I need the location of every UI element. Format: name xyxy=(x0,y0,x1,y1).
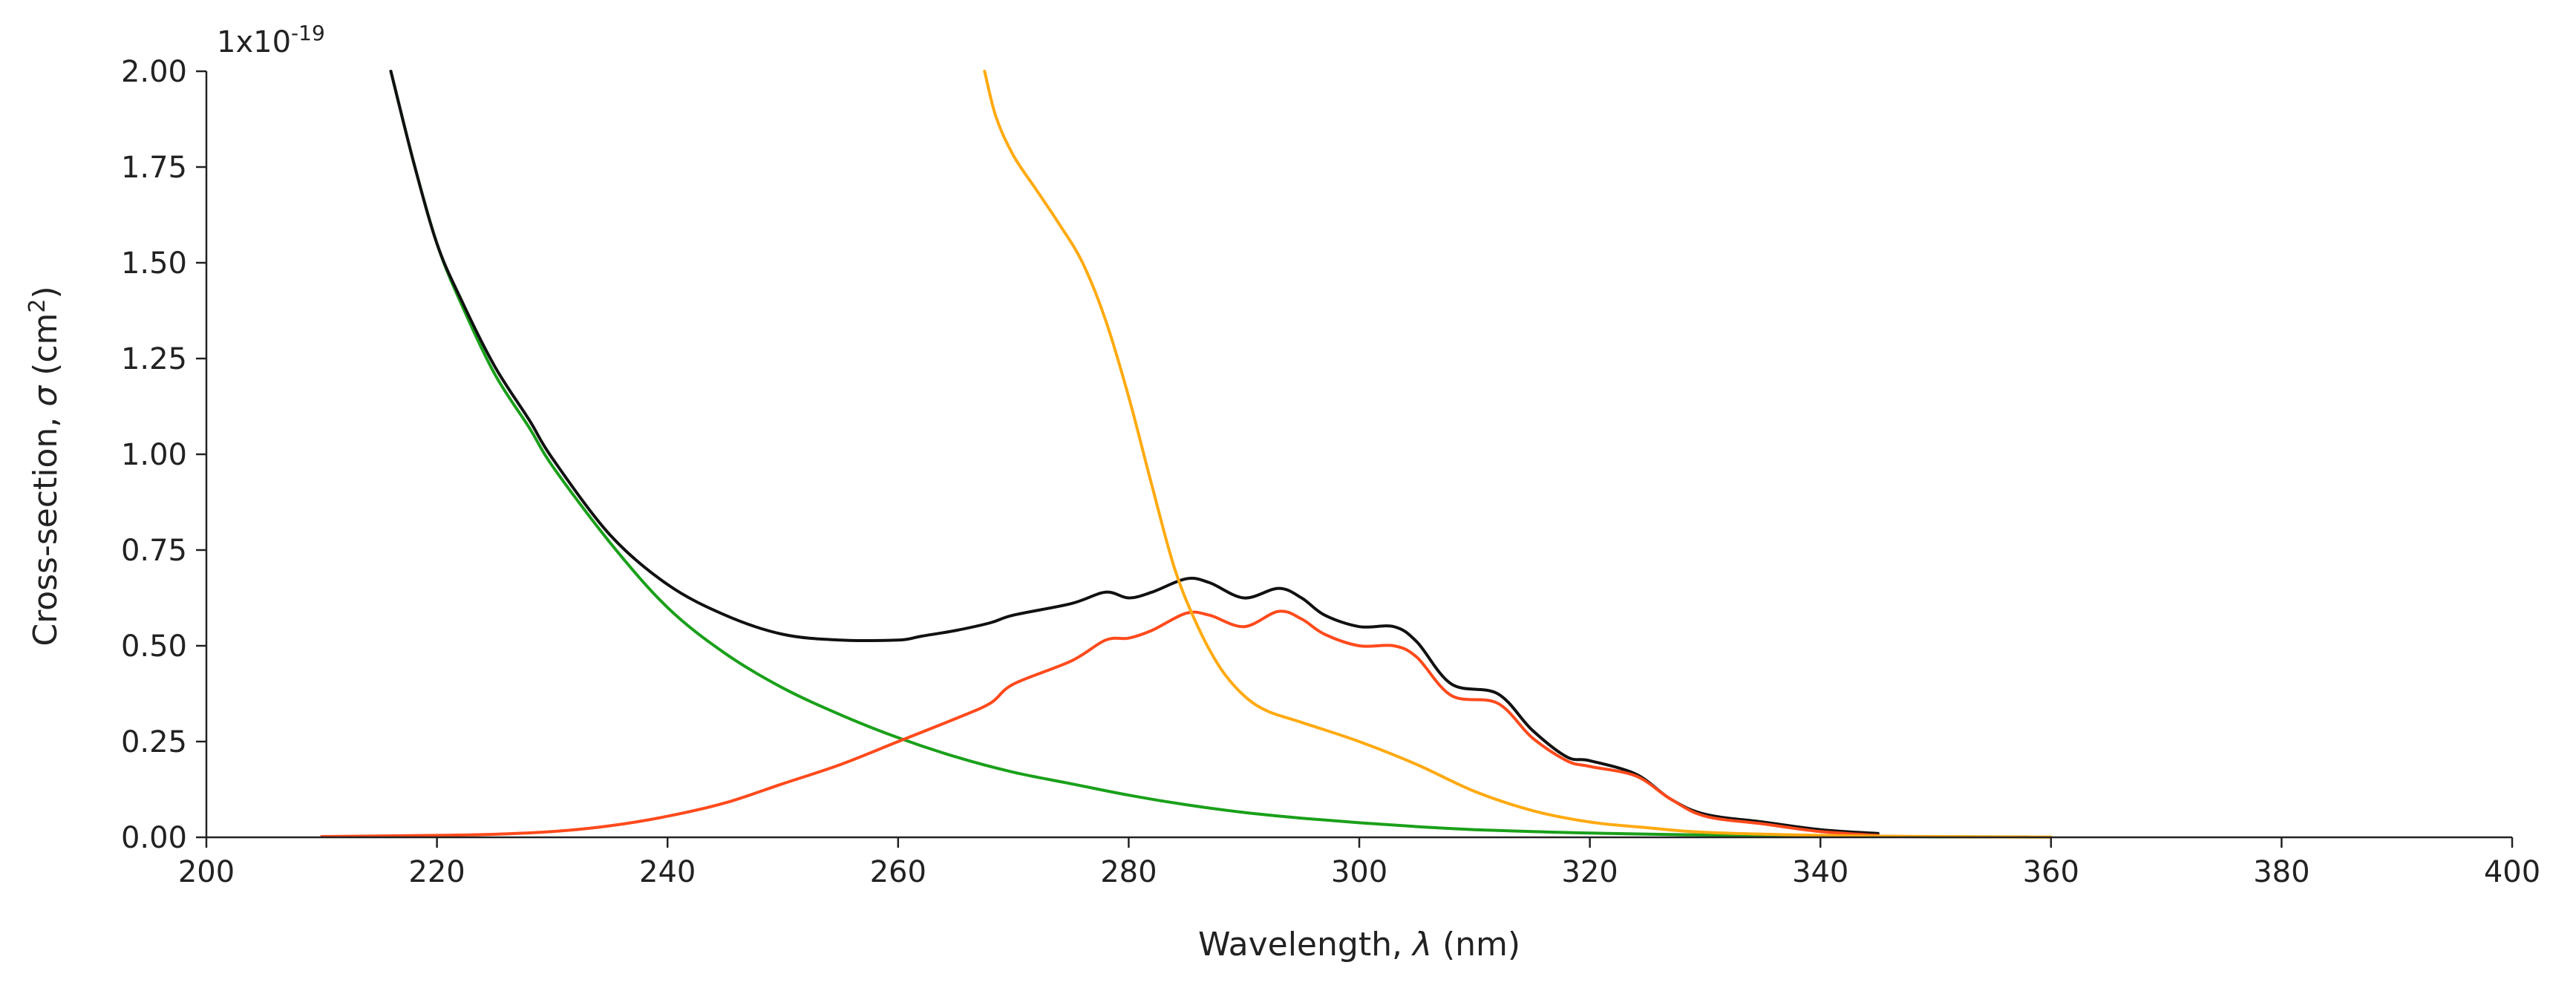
y-axis-title-symbol: σ xyxy=(27,385,65,407)
x-axis-title-suffix: (nm) xyxy=(1432,926,1520,964)
series-line-green xyxy=(389,70,2030,839)
series-line-red xyxy=(320,609,1880,838)
y-axis-title-prefix: Cross-section, xyxy=(27,407,65,647)
y-tick-label: 0.00 xyxy=(121,821,187,855)
x-tick-label: 400 xyxy=(2484,855,2540,889)
x-tick-label: 380 xyxy=(2253,855,2309,889)
x-ticks: 200 220 240 260 280 300 320 340 360 380 400 xyxy=(178,837,2540,889)
y-ticks: 0.00 0.25 0.50 0.75 1.00 1.25 1.50 1.75 2.00 xyxy=(121,55,206,855)
y-axis-title: Cross-section, σ (cm2) xyxy=(24,286,65,646)
y-tick-label: 0.50 xyxy=(121,629,187,664)
x-axis-title: Wavelength, λ (nm) xyxy=(1198,926,1520,964)
y-tick-label: 1.50 xyxy=(121,246,187,281)
series-line-black xyxy=(389,70,1880,835)
y-tick-label: 1.75 xyxy=(121,151,187,185)
y-axis-title-close: ) xyxy=(27,286,65,298)
x-axis-title-symbol: λ xyxy=(1411,926,1432,964)
x-tick-label: 300 xyxy=(1331,855,1387,889)
y-axis-title-sup: 2 xyxy=(24,299,50,313)
x-tick-label: 260 xyxy=(870,855,926,889)
series-layer xyxy=(320,70,2053,839)
series-line-orange xyxy=(983,70,2053,839)
y-multiplier-base: 1x10 xyxy=(217,25,291,59)
y-axis-title-unit: (cm xyxy=(27,313,65,386)
y-tick-label: 0.25 xyxy=(121,725,187,759)
y-tick-label: 0.75 xyxy=(121,534,187,568)
x-axis-title-prefix: Wavelength, xyxy=(1198,926,1413,964)
x-tick-label: 340 xyxy=(1792,855,1848,889)
x-tick-label: 320 xyxy=(1561,855,1618,889)
y-multiplier-label: 1x10-19 xyxy=(217,21,325,59)
y-tick-label: 1.25 xyxy=(121,342,187,376)
y-multiplier-exp: -19 xyxy=(291,21,325,45)
y-tick-label: 1.00 xyxy=(121,438,187,472)
y-tick-label: 2.00 xyxy=(121,55,187,89)
x-tick-label: 200 xyxy=(178,855,235,889)
x-tick-label: 360 xyxy=(2023,855,2079,889)
x-tick-label: 240 xyxy=(639,855,696,889)
x-tick-label: 220 xyxy=(408,855,465,889)
x-tick-label: 280 xyxy=(1100,855,1157,889)
